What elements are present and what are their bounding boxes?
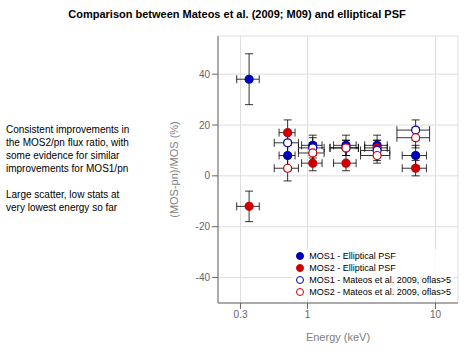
html-text:Large scatter, low stats at: Large scatter, low stats at	[6, 188, 120, 200]
svg-text:10: 10	[430, 309, 442, 320]
svg-text:0.3: 0.3	[234, 309, 248, 320]
svg-text:Energy (keV): Energy (keV)	[306, 331, 370, 343]
svg-text:(MOS-pn)/MOS (%): (MOS-pn)/MOS (%)	[168, 121, 180, 218]
html-text:very lowest energy so far: very lowest energy so far	[6, 201, 118, 213]
html-text:Comparison between Mateos et a: Comparison between Mateos et al. (2009; …	[68, 8, 406, 20]
html-text:improvements for MOS1/pn: improvements for MOS1/pn	[6, 162, 129, 174]
svg-text:0: 0	[204, 170, 210, 181]
html-text:the MOS2/pn flux ratio, with: the MOS2/pn flux ratio, with	[6, 136, 129, 148]
svg-text:1: 1	[305, 309, 311, 320]
svg-text:20: 20	[199, 120, 211, 131]
html-text:MOS1 - Mateos et al. 2009, ofl: MOS1 - Mateos et al. 2009, oflas>5	[309, 275, 451, 285]
html-text:MOS1 - Elliptical PSF: MOS1 - Elliptical PSF	[309, 251, 396, 261]
svg-text:40: 40	[199, 69, 211, 80]
html-text:MOS2 - Elliptical PSF: MOS2 - Elliptical PSF	[309, 263, 396, 273]
svg-text:-40: -40	[196, 272, 211, 283]
html-text:some evidence for similar: some evidence for similar	[6, 149, 120, 161]
html-text:Consistent improvements in: Consistent improvements in	[6, 123, 130, 135]
html-text:MOS2 - Mateos et al. 2009, ofl: MOS2 - Mateos et al. 2009, oflas>5	[309, 287, 451, 297]
svg-text:-20: -20	[196, 221, 211, 232]
